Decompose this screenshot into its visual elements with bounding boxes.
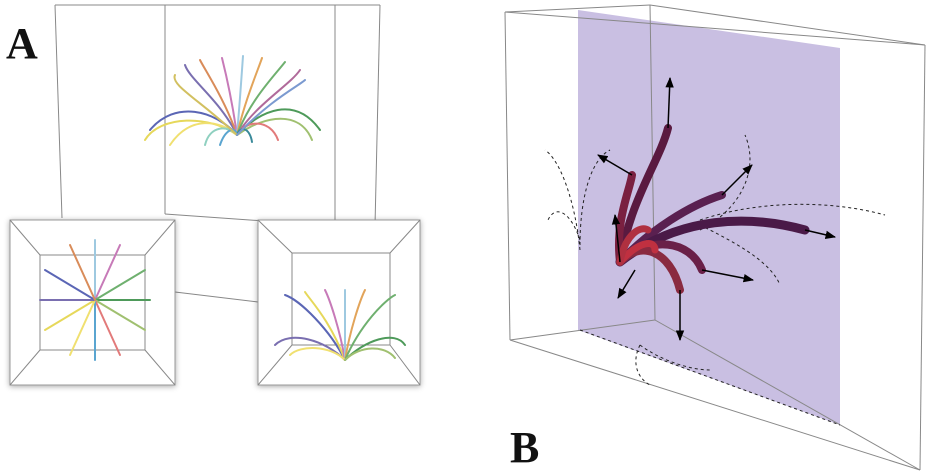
fan-curves (145, 56, 320, 145)
inset-side-view (258, 220, 420, 385)
panel-label: B (510, 423, 539, 472)
inset-top-view (10, 220, 175, 385)
figure: A B (0, 0, 928, 474)
panel-b-box (505, 5, 925, 470)
panel-label: A (6, 19, 38, 68)
